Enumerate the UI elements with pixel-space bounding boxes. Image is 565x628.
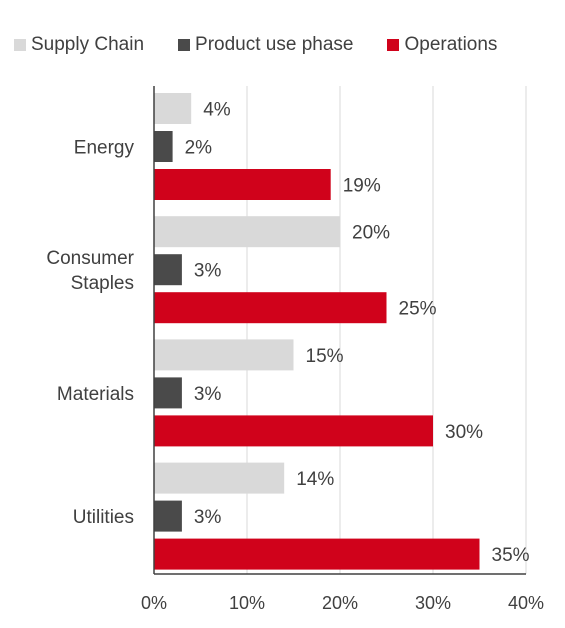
legend-item-supply-chain: Supply Chain bbox=[14, 34, 144, 56]
x-tick-label: 0% bbox=[141, 593, 167, 613]
bar-operations bbox=[154, 415, 433, 447]
bar-product-use-phase bbox=[154, 377, 182, 409]
data-label: 3% bbox=[194, 261, 222, 282]
bar-supply-chain bbox=[154, 216, 340, 248]
data-label: 4% bbox=[203, 100, 231, 121]
legend-item-operations: Operations bbox=[387, 34, 497, 56]
data-label: 2% bbox=[185, 138, 213, 159]
legend-label-supply-chain: Supply Chain bbox=[31, 34, 145, 55]
legend-swatch-supply-chain bbox=[14, 39, 26, 51]
chart-legend: Supply Chain Product use phase Operation… bbox=[14, 32, 497, 58]
bar-operations bbox=[154, 292, 387, 324]
x-tick-label: 10% bbox=[229, 593, 265, 613]
bar-product-use-phase bbox=[154, 254, 182, 286]
bar-supply-chain bbox=[154, 339, 294, 371]
data-label: 14% bbox=[296, 469, 334, 490]
bar-supply-chain bbox=[154, 462, 285, 494]
category-label: Utilities bbox=[73, 507, 134, 528]
legend-label-product-use-phase: Product use phase bbox=[195, 34, 354, 55]
data-label: 30% bbox=[445, 422, 483, 443]
bar-operations bbox=[154, 169, 331, 200]
data-label: 19% bbox=[343, 176, 381, 197]
data-label: 3% bbox=[194, 384, 222, 405]
legend-swatch-operations bbox=[387, 39, 400, 51]
category-label: Energy bbox=[74, 138, 135, 159]
bar-product-use-phase bbox=[154, 131, 173, 162]
bar-product-use-phase bbox=[154, 500, 182, 532]
data-label: 35% bbox=[492, 545, 530, 566]
x-tick-label: 40% bbox=[508, 593, 544, 613]
bar-supply-chain bbox=[154, 93, 192, 124]
category-label: Consumer bbox=[46, 248, 134, 269]
data-label: 3% bbox=[194, 507, 222, 528]
category-label: Staples bbox=[71, 273, 134, 294]
category-label: Materials bbox=[57, 384, 134, 405]
x-tick-label: 30% bbox=[415, 593, 451, 613]
x-tick-label: 20% bbox=[322, 593, 358, 613]
legend-item-product-use-phase: Product use phase bbox=[178, 34, 353, 56]
data-label: 25% bbox=[399, 299, 437, 320]
bar-operations bbox=[154, 538, 480, 570]
legend-label-operations: Operations bbox=[404, 34, 498, 55]
data-label: 20% bbox=[352, 223, 390, 244]
data-label: 15% bbox=[306, 346, 344, 367]
legend-swatch-product-use-phase bbox=[178, 39, 191, 51]
